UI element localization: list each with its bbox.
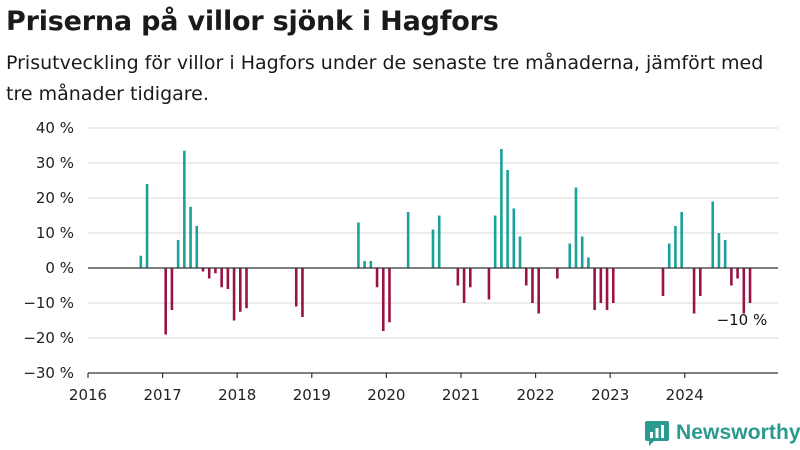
bar — [363, 261, 366, 268]
bar — [201, 268, 205, 272]
brand-name: Newsworthy — [676, 421, 800, 444]
bar — [183, 150, 186, 268]
bar — [462, 268, 466, 303]
bar — [164, 268, 167, 335]
bar — [587, 257, 590, 268]
bar — [537, 268, 540, 314]
bar — [456, 268, 460, 286]
bar — [431, 229, 435, 268]
bar — [232, 268, 236, 321]
bar — [357, 222, 360, 268]
bar — [369, 261, 373, 268]
y-tick-label: 20 % — [36, 189, 74, 207]
bar — [605, 268, 609, 310]
bar — [189, 206, 192, 268]
bar — [748, 268, 752, 303]
bar — [214, 268, 217, 274]
bar — [493, 215, 497, 268]
bar — [680, 212, 683, 268]
last-value-annotation: −10 % — [717, 311, 768, 329]
bar — [674, 226, 677, 268]
bar — [195, 226, 199, 268]
x-tick-label: 2021 — [442, 386, 480, 404]
bar — [239, 268, 242, 312]
x-tick-label: 2020 — [367, 386, 405, 404]
bar — [294, 268, 298, 307]
y-axis-tick-labels: −30 % −20 % −10 % 0 % 10 % 20 % 30 % 40 % — [23, 119, 74, 382]
bar — [611, 268, 615, 303]
bar — [692, 268, 696, 314]
y-tick-label: 10 % — [36, 224, 74, 242]
newsworthy-logo: Newsworthy — [644, 418, 800, 448]
annotations: −10 % — [717, 311, 768, 329]
bar — [170, 268, 174, 310]
bar — [226, 268, 230, 289]
bar — [699, 268, 702, 296]
bar — [145, 184, 149, 268]
x-tick-label: 2023 — [591, 386, 629, 404]
bar — [381, 268, 385, 331]
bar — [245, 268, 248, 309]
bar — [556, 268, 559, 279]
y-tick-label: −10 % — [23, 294, 74, 312]
bar — [568, 243, 572, 268]
bar — [730, 268, 733, 286]
y-tick-label: 30 % — [36, 154, 74, 172]
bar — [375, 268, 379, 288]
bar — [220, 268, 223, 288]
x-tick-label: 2024 — [666, 386, 704, 404]
bar — [469, 268, 472, 288]
bar — [518, 236, 522, 268]
chart-title: Priserna på villor sjönk i Hagfors — [6, 6, 499, 37]
x-tick-label: 2018 — [218, 386, 256, 404]
x-axis: 2016 2017 2018 2019 2020 2021 2022 2023 2024 — [69, 372, 778, 404]
bar — [406, 212, 410, 268]
x-tick-label: 2016 — [69, 386, 107, 404]
bar — [506, 170, 509, 268]
bar — [599, 268, 603, 303]
y-tick-label: −20 % — [23, 329, 74, 347]
newsworthy-logo-icon — [645, 421, 669, 446]
bar — [176, 240, 180, 268]
y-tick-label: 40 % — [36, 119, 74, 137]
bar — [742, 268, 746, 314]
bar — [388, 268, 391, 323]
bar — [711, 201, 715, 268]
bar — [574, 187, 578, 268]
bar — [524, 268, 528, 286]
bars — [139, 149, 752, 335]
bar — [207, 268, 211, 279]
bar — [301, 268, 304, 317]
bar — [736, 268, 739, 279]
bar — [437, 215, 441, 268]
x-tick-label: 2017 — [144, 386, 182, 404]
bar — [723, 240, 727, 268]
x-tick-label: 2019 — [293, 386, 331, 404]
x-tick-label: 2022 — [516, 386, 554, 404]
chart-subtitle: Prisutveckling för villor i Hagfors unde… — [6, 52, 764, 105]
y-tick-label: −30 % — [23, 364, 74, 382]
bar — [531, 268, 534, 303]
bar — [580, 236, 584, 268]
bar — [487, 268, 491, 300]
bar — [667, 243, 671, 268]
bar — [593, 268, 596, 310]
bar — [717, 233, 721, 268]
bar — [661, 268, 665, 296]
bar — [500, 149, 503, 268]
bar — [512, 208, 516, 268]
bar — [139, 255, 143, 268]
y-tick-label: 0 % — [45, 259, 74, 277]
